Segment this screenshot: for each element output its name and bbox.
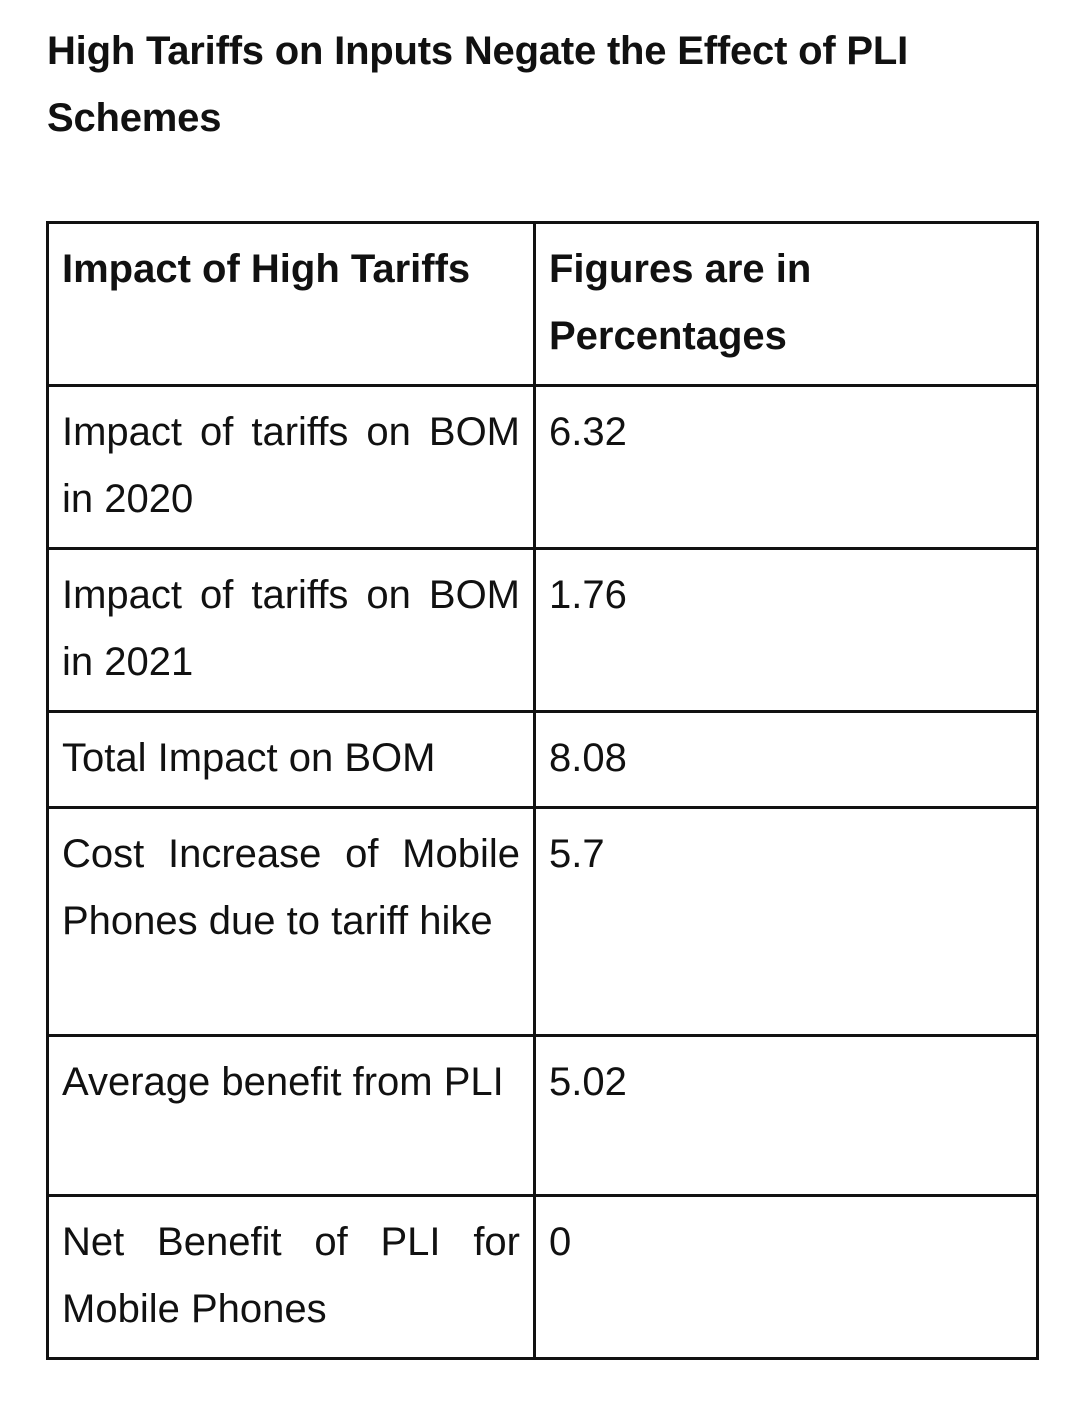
row-label: Net Benefit of PLI for Mobile Phones [46,1194,536,1360]
row-value: 1.76 [533,547,1039,713]
column-header-impact: Impact of High Tariffs [46,221,536,387]
table-header-row: Impact of High Tariffs Figures are in Pe… [46,221,1039,387]
row-label: Average benefit from PLI [46,1034,536,1197]
row-value: 0 [533,1194,1039,1360]
row-value: 5.02 [533,1034,1039,1197]
column-header-figures: Figures are in Percentages [533,221,1039,387]
table-row: Net Benefit of PLI for Mobile Phones 0 [46,1194,1039,1360]
table-row: Total Impact on BOM 8.08 [46,710,1039,809]
row-value: 6.32 [533,384,1039,550]
row-label: Cost Increase of Mobile Phones due to ta… [46,806,536,1037]
row-label: Total Impact on BOM [46,710,536,809]
table-row: Impact of tariffs on BOM in 2021 1.76 [46,547,1039,713]
row-value: 8.08 [533,710,1039,809]
table-row: Average benefit from PLI 5.02 [46,1034,1039,1197]
row-label: Impact of tariffs on BOM in 2021 [46,547,536,713]
row-value: 5.7 [533,806,1039,1037]
page-title: High Tariffs on Inputs Negate the Effect… [47,29,908,140]
table-row: Impact of tariffs on BOM in 2020 6.32 [46,384,1039,550]
table-row: Cost Increase of Mobile Phones due to ta… [46,806,1039,1037]
row-label: Impact of tariffs on BOM in 2020 [46,384,536,550]
tariff-impact-table: Impact of High Tariffs Figures are in Pe… [46,221,1039,1360]
